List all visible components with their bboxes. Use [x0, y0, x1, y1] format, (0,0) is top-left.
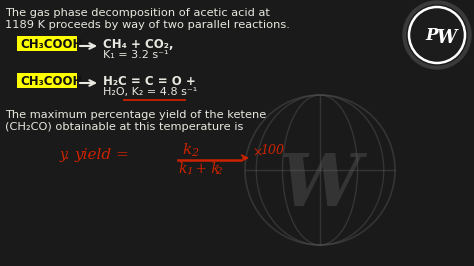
Text: k: k — [178, 162, 186, 176]
Text: y.: y. — [60, 148, 70, 162]
Text: ×: × — [252, 146, 263, 159]
Text: 100: 100 — [260, 144, 284, 157]
Text: H₂C = C = O +: H₂C = C = O + — [103, 75, 196, 88]
Text: P: P — [426, 27, 438, 44]
Text: k: k — [182, 143, 191, 157]
Text: CH₃COOH: CH₃COOH — [20, 75, 82, 88]
Text: CH₃COOH: CH₃COOH — [20, 38, 82, 51]
Text: W: W — [436, 29, 456, 47]
Text: 1189 K proceeds by way of two parallel reactions.: 1189 K proceeds by way of two parallel r… — [5, 20, 290, 30]
Text: + k: + k — [191, 162, 220, 176]
FancyBboxPatch shape — [17, 36, 77, 51]
Text: The gas phase decomposition of acetic acid at: The gas phase decomposition of acetic ac… — [5, 8, 270, 18]
Text: K₁ = 3.2 s⁻¹: K₁ = 3.2 s⁻¹ — [103, 50, 168, 60]
Circle shape — [407, 5, 467, 65]
Text: yield =: yield = — [75, 148, 130, 162]
Text: (CH₂CO) obtainable at this temperature is: (CH₂CO) obtainable at this temperature i… — [5, 122, 243, 132]
FancyBboxPatch shape — [17, 73, 77, 88]
Circle shape — [403, 1, 471, 69]
Text: 2: 2 — [191, 148, 198, 158]
Text: CH₄ + CO₂,: CH₄ + CO₂, — [103, 38, 173, 51]
Text: 2: 2 — [215, 167, 222, 176]
Text: W: W — [280, 149, 361, 221]
Text: The maximum percentage yield of the ketene: The maximum percentage yield of the kete… — [5, 110, 266, 120]
Text: 1: 1 — [186, 167, 192, 176]
Text: H₂O, K₂ = 4.8 s⁻¹: H₂O, K₂ = 4.8 s⁻¹ — [103, 87, 197, 97]
